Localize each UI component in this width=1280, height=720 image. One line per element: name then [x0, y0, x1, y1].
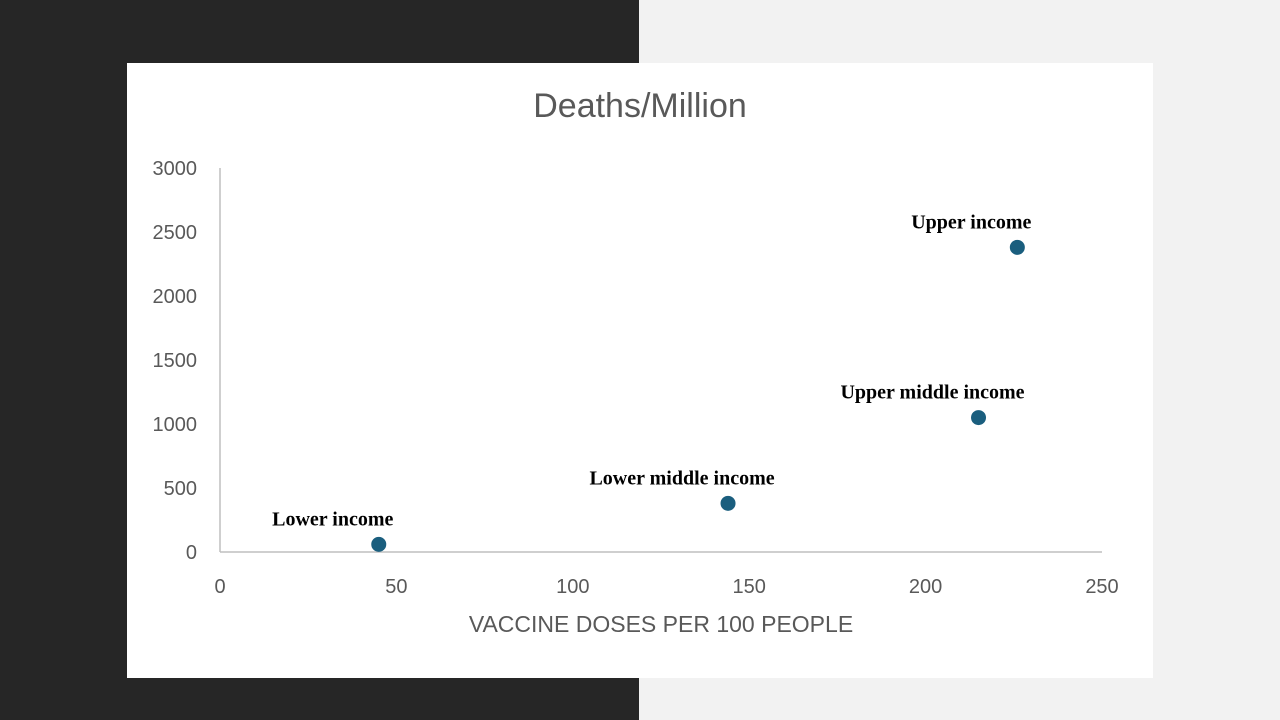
- y-tick-label: 1500: [153, 350, 198, 372]
- x-tick-label: 200: [909, 576, 942, 598]
- x-tick-label: 150: [733, 576, 766, 598]
- y-tick-label: 3000: [153, 158, 198, 180]
- data-point-label: Lower middle income: [589, 467, 774, 489]
- y-tick-label: 2500: [153, 222, 198, 244]
- data-point: [971, 410, 987, 426]
- x-axis-title: VACCINE DOSES PER 100 PEOPLE: [468, 611, 854, 637]
- data-point-label: Upper income: [911, 211, 1031, 233]
- data-point: [720, 495, 736, 511]
- scatter-plot: 0 500 1000 1500 2000 2500 3000 0 50 100 150 200 250 L…: [153, 158, 1119, 598]
- x-tick-label: 50: [385, 576, 407, 598]
- data-point: [1009, 239, 1025, 255]
- data-point: [371, 536, 387, 552]
- chart-area: Deaths/Million 0 500 1000 1500 2000 2500 3000 0…: [127, 63, 1153, 678]
- data-point-label: Upper middle income: [840, 382, 1024, 404]
- x-tick-label: 250: [1085, 576, 1118, 598]
- x-tick-label: 0: [214, 576, 225, 598]
- data-point-label: Lower income: [272, 508, 393, 530]
- chart-title: Deaths/Million: [533, 87, 747, 125]
- y-tick-label: 1000: [153, 414, 198, 436]
- x-tick-label: 100: [556, 576, 589, 598]
- y-tick-label: 0: [186, 542, 197, 564]
- y-tick-label: 500: [164, 478, 197, 500]
- y-tick-label: 2000: [153, 286, 198, 308]
